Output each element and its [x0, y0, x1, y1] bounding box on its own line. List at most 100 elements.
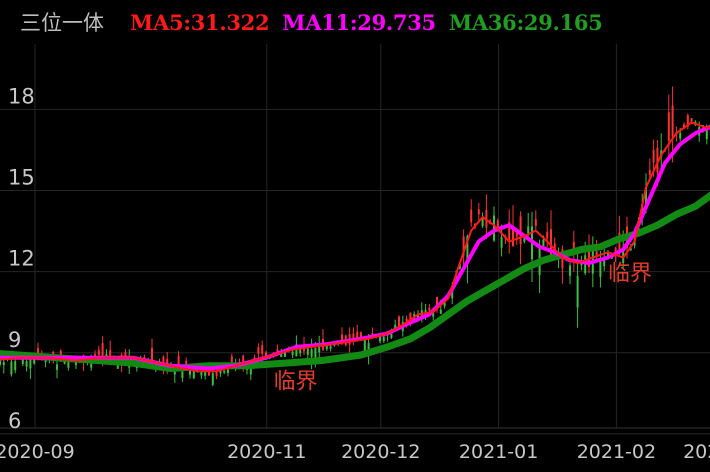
candle-body — [276, 349, 279, 354]
candle-body — [249, 366, 252, 375]
candle-body — [223, 370, 226, 373]
candle-body — [458, 263, 461, 269]
candle-body — [550, 229, 552, 256]
candle-body — [284, 352, 286, 357]
candle-body — [519, 216, 522, 245]
candle-body — [394, 324, 397, 330]
candle-body — [299, 348, 302, 354]
candle-body — [439, 309, 442, 314]
candle-body — [576, 276, 579, 308]
candle-body — [356, 331, 359, 339]
x-tick-label: 2020-11 — [227, 441, 306, 463]
candle-body — [409, 312, 412, 323]
moving-average-lines — [0, 121, 710, 373]
candle-body — [33, 359, 36, 364]
x-axis-ticks: 2020-09 2020-11 2020-12 2021-01 2021-02 2021-… — [0, 441, 710, 463]
annotation-label: 临界 — [274, 370, 318, 395]
candle-body — [67, 361, 70, 368]
series-line-ma5 — [0, 121, 710, 373]
candle-body — [622, 248, 625, 264]
candle-body — [37, 348, 39, 356]
candle-body — [341, 334, 343, 344]
candle-body — [242, 355, 245, 367]
candle-body — [295, 344, 298, 357]
candle-body — [75, 361, 77, 366]
candle-body — [428, 307, 431, 311]
y-tick-label: 6 — [8, 409, 21, 433]
candle-body — [101, 343, 104, 358]
candle-body — [686, 115, 689, 127]
candle-body — [211, 373, 214, 385]
candle-body — [379, 335, 381, 342]
candle-body — [162, 356, 165, 367]
series-line-ma11 — [0, 124, 710, 371]
candle-body — [572, 241, 575, 252]
candle-body — [436, 296, 438, 307]
candle-body — [360, 332, 362, 338]
candle-body — [219, 370, 222, 374]
y-axis-ticks: 6 9 12 15 18 — [8, 84, 35, 433]
candle-body — [603, 257, 606, 267]
x-tick-label: 2021-03 — [683, 441, 710, 463]
candle-body — [398, 316, 400, 328]
candle-body — [656, 147, 659, 173]
x-tick-label: 2021-02 — [577, 441, 656, 463]
candle-body — [683, 124, 685, 129]
x-tick-label: 2021-01 — [459, 441, 538, 463]
ma11-readout: MA11:29.735 — [282, 9, 436, 35]
candle-body — [109, 349, 112, 358]
candle-body — [257, 347, 260, 354]
candle-body — [553, 243, 556, 250]
candle-body — [14, 361, 17, 371]
candle-body — [215, 370, 218, 377]
candle-body — [29, 358, 32, 369]
candle-body — [508, 221, 511, 241]
y-tick-label: 12 — [8, 247, 35, 271]
candle-body — [512, 227, 514, 247]
candle-body — [466, 236, 469, 261]
candle-body — [56, 364, 58, 370]
candle-body — [352, 333, 355, 341]
indicator-title: 三位一体 — [20, 11, 104, 35]
candle-body — [143, 356, 146, 359]
candle-body — [432, 312, 435, 317]
candle-body — [230, 356, 233, 364]
candle-body — [527, 226, 530, 234]
candle-body — [310, 349, 313, 357]
candle-body — [25, 361, 28, 367]
candle-body — [500, 237, 503, 248]
candle-body — [481, 217, 484, 227]
candle-body — [462, 236, 465, 256]
candle-body — [192, 369, 195, 379]
candle-body — [314, 347, 317, 359]
candle-body — [10, 361, 13, 375]
candle-body — [181, 371, 184, 378]
candle-body — [705, 125, 708, 139]
candle-body — [318, 343, 321, 353]
candle-body — [2, 362, 5, 366]
candle-body — [561, 249, 564, 269]
y-tick-label: 9 — [8, 328, 21, 352]
candle-body — [618, 232, 621, 253]
candle-body — [542, 239, 545, 246]
candle-body — [546, 231, 549, 239]
x-tick-label: 2020-12 — [341, 441, 420, 463]
candle-body — [261, 345, 264, 354]
candle-body — [569, 265, 571, 276]
candle-body — [382, 336, 385, 342]
candle-body — [0, 359, 1, 365]
ma36-readout: MA36:29.165 — [448, 9, 603, 35]
candle-body — [363, 337, 366, 351]
candle-body — [679, 133, 682, 139]
candle-body — [390, 330, 393, 339]
chart-grid — [0, 44, 710, 435]
candle-body — [595, 251, 598, 257]
candle-body — [599, 259, 602, 277]
candle-body — [523, 237, 526, 242]
annotation-label: 临界 — [608, 261, 652, 286]
candle-body — [173, 370, 176, 375]
candle-body — [325, 345, 328, 350]
candle-body — [204, 369, 207, 376]
